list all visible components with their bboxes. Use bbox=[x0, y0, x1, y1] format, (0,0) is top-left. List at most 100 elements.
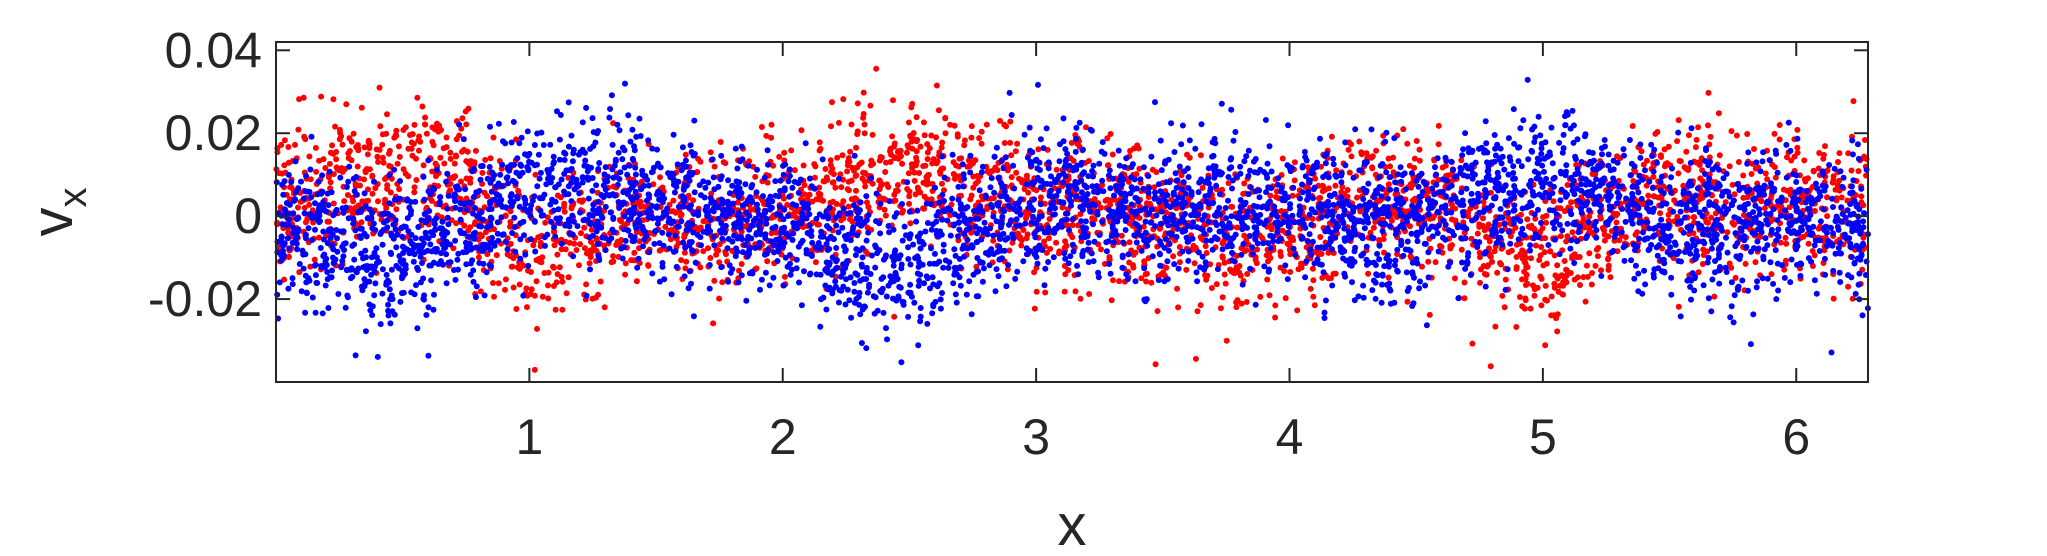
data-point bbox=[690, 313, 697, 320]
data-point bbox=[909, 100, 916, 107]
data-point bbox=[1750, 311, 1757, 318]
data-point bbox=[1291, 159, 1298, 166]
data-point bbox=[361, 176, 367, 183]
data-point bbox=[1761, 246, 1768, 253]
data-point bbox=[302, 136, 309, 143]
data-point bbox=[1435, 141, 1442, 148]
data-point bbox=[384, 111, 390, 118]
data-point bbox=[1850, 98, 1857, 105]
data-point bbox=[1384, 195, 1391, 202]
data-point bbox=[1414, 238, 1421, 245]
data-point bbox=[876, 177, 883, 184]
data-point bbox=[753, 265, 760, 272]
data-point bbox=[1143, 278, 1150, 285]
data-point bbox=[1299, 181, 1305, 188]
data-point bbox=[983, 121, 990, 128]
data-point bbox=[914, 184, 921, 191]
data-point bbox=[773, 229, 780, 236]
data-point bbox=[507, 223, 513, 230]
data-point bbox=[1714, 216, 1721, 223]
data-point bbox=[345, 150, 352, 157]
data-point bbox=[793, 214, 800, 221]
data-point bbox=[1762, 235, 1769, 242]
data-point bbox=[1116, 278, 1123, 285]
data-point bbox=[318, 93, 325, 100]
data-point bbox=[1705, 89, 1712, 96]
data-point bbox=[782, 161, 789, 168]
data-point bbox=[383, 130, 390, 137]
data-point bbox=[366, 166, 373, 173]
data-point bbox=[495, 237, 502, 244]
data-point bbox=[997, 117, 1003, 124]
data-point bbox=[891, 191, 898, 198]
data-point bbox=[1153, 169, 1160, 176]
data-point bbox=[565, 191, 572, 198]
data-point bbox=[1740, 194, 1747, 201]
data-point bbox=[1122, 227, 1129, 233]
data-point bbox=[846, 297, 853, 304]
data-point bbox=[404, 215, 411, 222]
data-point bbox=[1372, 295, 1379, 302]
data-point bbox=[1297, 195, 1303, 202]
data-point bbox=[478, 209, 485, 216]
data-point bbox=[824, 223, 830, 229]
data-point bbox=[1448, 159, 1455, 165]
data-point bbox=[988, 175, 995, 182]
data-point bbox=[1356, 138, 1363, 145]
data-point bbox=[1042, 265, 1049, 272]
data-point bbox=[1208, 285, 1215, 291]
data-point bbox=[1728, 128, 1735, 135]
data-point bbox=[508, 162, 514, 168]
data-point bbox=[622, 237, 629, 244]
data-point bbox=[1640, 161, 1647, 168]
data-point bbox=[1547, 248, 1554, 255]
data-point bbox=[585, 176, 592, 183]
data-point bbox=[355, 147, 362, 154]
data-point bbox=[627, 215, 634, 222]
data-point bbox=[1605, 262, 1612, 269]
data-point bbox=[1494, 269, 1501, 276]
data-point bbox=[1367, 229, 1374, 236]
data-point bbox=[1243, 153, 1250, 160]
data-point bbox=[1788, 157, 1795, 164]
data-point bbox=[518, 134, 525, 141]
data-point bbox=[742, 181, 749, 188]
data-point bbox=[1342, 162, 1349, 169]
data-point bbox=[844, 162, 851, 169]
data-point bbox=[1404, 238, 1411, 245]
data-point bbox=[1860, 234, 1867, 241]
data-point bbox=[1234, 297, 1241, 304]
data-point bbox=[330, 96, 337, 103]
data-point bbox=[1848, 167, 1855, 174]
data-point bbox=[1700, 246, 1707, 253]
data-point bbox=[1690, 214, 1697, 221]
data-point bbox=[1848, 254, 1855, 261]
data-point bbox=[980, 265, 987, 272]
data-point bbox=[908, 161, 915, 168]
data-point bbox=[1023, 176, 1030, 183]
data-point bbox=[1541, 168, 1547, 175]
data-point bbox=[1387, 174, 1394, 180]
data-point bbox=[711, 163, 718, 170]
data-point bbox=[1090, 258, 1097, 265]
data-point bbox=[1246, 233, 1253, 239]
data-point bbox=[1492, 323, 1499, 330]
data-point bbox=[537, 239, 544, 246]
data-point bbox=[853, 144, 860, 151]
data-point bbox=[443, 144, 450, 151]
data-point bbox=[1394, 267, 1401, 274]
data-point bbox=[811, 174, 818, 181]
data-point bbox=[1404, 140, 1411, 147]
data-point bbox=[469, 257, 476, 264]
data-point bbox=[285, 171, 292, 178]
data-point bbox=[1126, 259, 1133, 266]
data-point bbox=[420, 173, 427, 180]
data-point bbox=[1458, 246, 1465, 253]
data-point bbox=[1298, 262, 1305, 269]
data-point bbox=[576, 197, 583, 204]
data-point bbox=[1146, 200, 1153, 207]
data-point bbox=[1697, 175, 1704, 182]
data-point bbox=[1568, 199, 1575, 206]
data-point bbox=[1768, 271, 1775, 278]
data-point bbox=[1321, 309, 1328, 316]
